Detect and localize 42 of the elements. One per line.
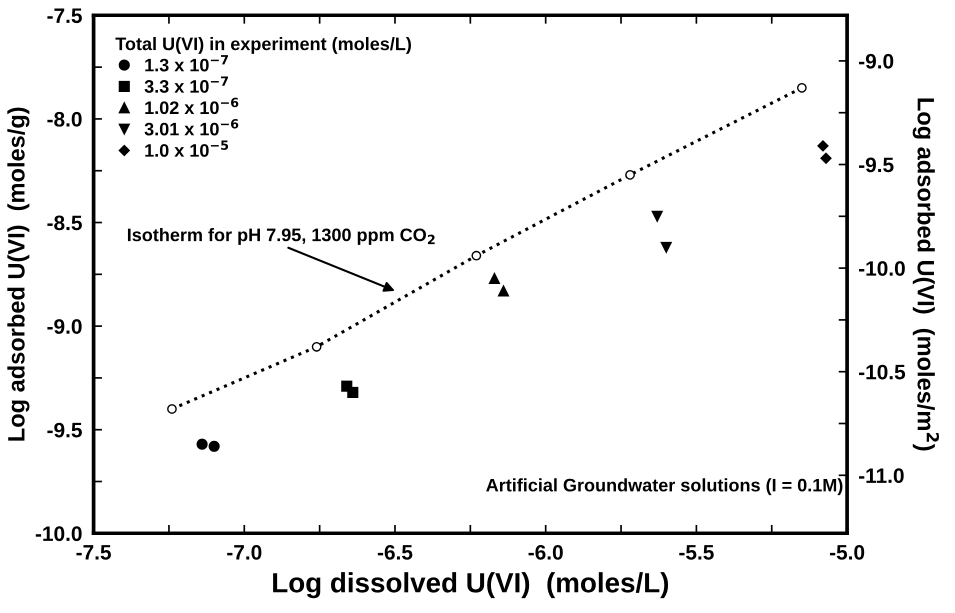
y-tick-label: -7.5 — [47, 8, 82, 24]
point — [660, 242, 672, 253]
y2-axis-title: Log adsorbed U(VI) (moles/m$^{2}$) — [912, 98, 940, 450]
point — [498, 285, 510, 296]
annotation: Artificial Groundwater solutions (I = 0.1M) — [486, 478, 842, 496]
point — [167, 404, 177, 414]
legend-label: 3.3 x 10$^{−7}$ — [144, 76, 228, 93]
annotation: Isotherm for pH 7.95, 1300 ppm CO$_{2}$ — [128, 228, 435, 245]
legend-label: 3.01 x 10$^{−6}$ — [144, 119, 238, 136]
legend-label: 1.3 x 10$^{−7}$ — [145, 55, 228, 72]
x-tick-label: -7.0 — [227, 544, 262, 560]
point — [312, 342, 322, 352]
x-axis-title: Log dissolved U(VI) (moles/L) — [273, 572, 668, 598]
y-tick-label: -9.0 — [47, 319, 82, 334]
x-tick-label: -5.0 — [830, 544, 864, 560]
x-tick-label: -6.5 — [378, 544, 412, 560]
y2-tick-label: -9.5 — [859, 158, 894, 172]
point — [652, 210, 663, 222]
legend-label: 1.02 x 10$^{−6}$ — [145, 98, 238, 114]
point — [208, 440, 220, 452]
y-tick-label: -8.0 — [47, 112, 82, 127]
y-axis-title: Log adsorbed U(VI) (moles/g) — [7, 108, 30, 441]
legend-title: Total U(VI) in experiment (moles/L) — [115, 36, 411, 54]
point — [817, 140, 829, 152]
point — [196, 438, 208, 450]
y-tick-label: -8.5 — [47, 216, 82, 230]
x-tick-label: -6.0 — [528, 544, 563, 560]
point — [625, 170, 635, 180]
y2-tick-label: -10.0 — [859, 261, 905, 276]
point — [797, 82, 807, 93]
point — [347, 386, 358, 398]
y2-tick-label: -11.0 — [859, 468, 904, 484]
x-tick-label: -5.5 — [679, 545, 714, 560]
x-tick-label: -7.5 — [76, 545, 111, 560]
y2-tick-label: -9.0 — [859, 54, 894, 69]
y-tick-label: -9.5 — [47, 422, 82, 438]
point — [472, 250, 482, 261]
point — [488, 272, 500, 284]
y-tick-label: -10.0 — [36, 526, 82, 542]
y2-tick-label: -10.5 — [859, 364, 906, 380]
legend-label: 1.0 x 10$^{−5}$ — [145, 140, 228, 157]
point — [820, 152, 832, 164]
